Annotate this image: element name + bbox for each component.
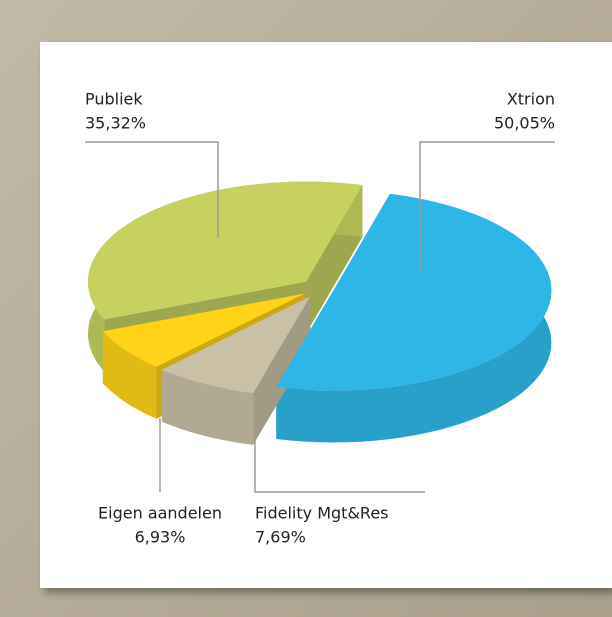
pie bbox=[88, 181, 552, 445]
slice bbox=[88, 181, 363, 320]
leader-line bbox=[85, 141, 219, 238]
slice-outer-wall bbox=[102, 331, 157, 419]
leader-line bbox=[254, 440, 425, 493]
slice-value-label: 6,93% bbox=[135, 528, 186, 547]
slice-value-label: 35,32% bbox=[85, 114, 146, 133]
slice bbox=[276, 193, 552, 391]
slice-value-label: 50,05% bbox=[494, 114, 555, 133]
slice-label: Fidelity Mgt&Res bbox=[255, 504, 389, 523]
slice bbox=[102, 293, 305, 367]
slice-label: Eigen aandelen bbox=[98, 504, 222, 523]
slice-outer-wall bbox=[161, 369, 254, 445]
leader-line bbox=[419, 141, 555, 272]
slice-label: Publiek bbox=[85, 90, 143, 109]
slice bbox=[161, 296, 311, 393]
slice-value-label: 7,69% bbox=[255, 528, 306, 547]
slice-label: Xtrion bbox=[507, 90, 555, 109]
